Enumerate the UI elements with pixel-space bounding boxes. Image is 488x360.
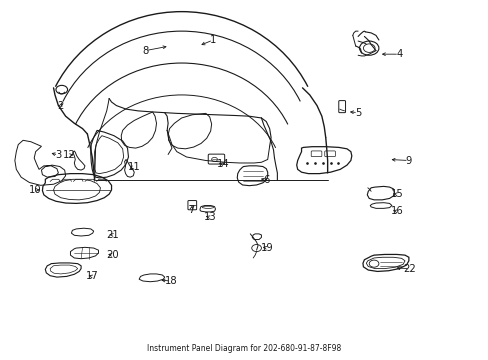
Text: 15: 15 — [389, 189, 402, 199]
Text: 5: 5 — [354, 108, 361, 118]
Text: 18: 18 — [164, 276, 177, 286]
Text: Instrument Panel Diagram for 202-680-91-87-8F98: Instrument Panel Diagram for 202-680-91-… — [147, 344, 341, 353]
Text: 16: 16 — [389, 206, 402, 216]
Text: 6: 6 — [263, 175, 269, 185]
Text: 14: 14 — [216, 159, 228, 169]
Text: 9: 9 — [405, 156, 411, 166]
Text: 22: 22 — [403, 264, 415, 274]
Text: 21: 21 — [106, 230, 119, 240]
Text: 20: 20 — [106, 250, 119, 260]
Text: 8: 8 — [142, 46, 148, 56]
Text: 19: 19 — [261, 243, 273, 253]
Text: 11: 11 — [128, 162, 141, 171]
Text: 10: 10 — [29, 185, 42, 195]
Text: 4: 4 — [395, 49, 402, 59]
Text: 2: 2 — [58, 100, 64, 111]
Text: 3: 3 — [55, 150, 61, 160]
Text: 17: 17 — [86, 271, 99, 282]
Text: 12: 12 — [63, 150, 76, 160]
Text: 13: 13 — [203, 212, 216, 222]
Text: 1: 1 — [209, 35, 216, 45]
Text: 7: 7 — [188, 205, 194, 215]
